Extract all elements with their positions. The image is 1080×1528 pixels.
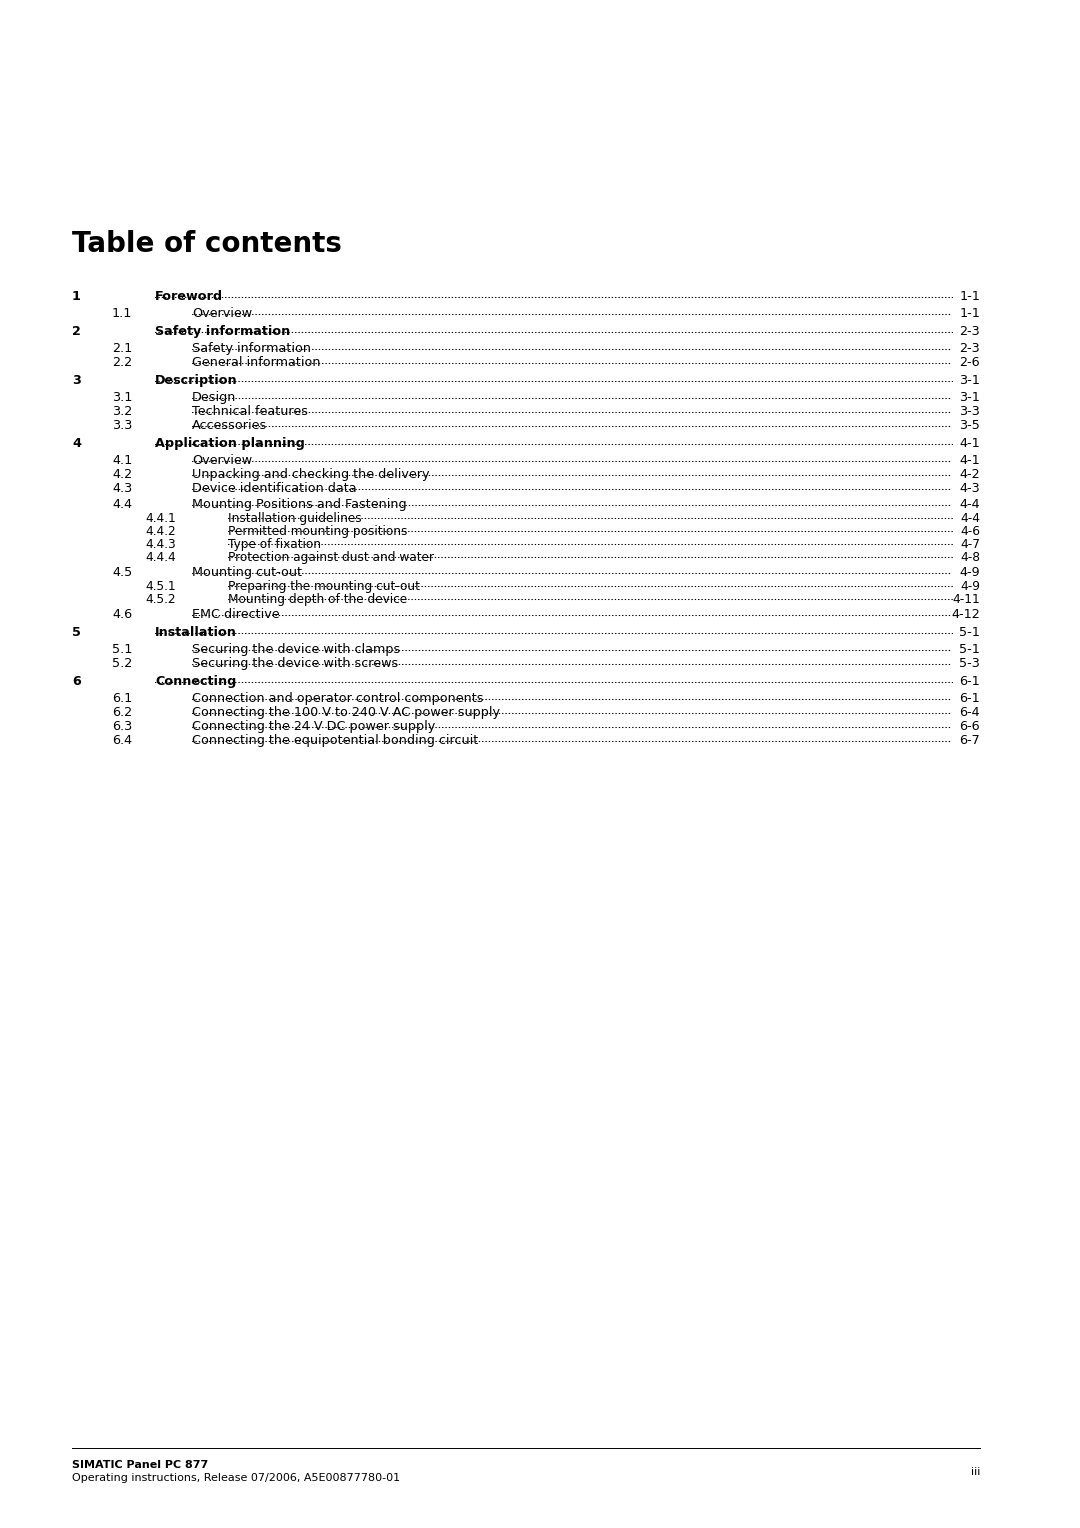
- Text: General information: General information: [192, 356, 321, 368]
- Text: EMC directive: EMC directive: [192, 608, 280, 620]
- Text: Installation guidelines: Installation guidelines: [228, 512, 362, 526]
- Text: 3.1: 3.1: [112, 391, 133, 403]
- Text: 4.4.3: 4.4.3: [145, 538, 176, 552]
- Text: Accessories: Accessories: [192, 419, 267, 432]
- Text: 4.4.2: 4.4.2: [145, 526, 176, 538]
- Text: 4.2: 4.2: [112, 468, 132, 481]
- Text: Table of contents: Table of contents: [72, 231, 342, 258]
- Text: 4-8: 4-8: [960, 552, 980, 564]
- Text: 1.1: 1.1: [112, 307, 133, 319]
- Text: 6-1: 6-1: [959, 692, 980, 704]
- Text: Application planning: Application planning: [156, 437, 305, 451]
- Text: 4-3: 4-3: [959, 481, 980, 495]
- Text: 4.1: 4.1: [112, 454, 132, 468]
- Text: 4.4.1: 4.4.1: [145, 512, 176, 526]
- Text: Description: Description: [156, 374, 238, 387]
- Text: 5-1: 5-1: [959, 643, 980, 656]
- Text: 5.2: 5.2: [112, 657, 132, 669]
- Text: 6-6: 6-6: [959, 720, 980, 733]
- Text: 4.6: 4.6: [112, 608, 132, 620]
- Text: Preparing the mounting cut-out: Preparing the mounting cut-out: [228, 581, 420, 593]
- Text: 3-3: 3-3: [959, 405, 980, 419]
- Text: Safety information: Safety information: [156, 325, 291, 338]
- Text: 4-4: 4-4: [959, 498, 980, 510]
- Text: 2-6: 2-6: [959, 356, 980, 368]
- Text: 5.1: 5.1: [112, 643, 133, 656]
- Text: Device identification data: Device identification data: [192, 481, 356, 495]
- Text: 3-1: 3-1: [959, 374, 980, 387]
- Text: 6-1: 6-1: [959, 675, 980, 688]
- Text: Connecting the equipotential bonding circuit: Connecting the equipotential bonding cir…: [192, 733, 478, 747]
- Text: Connecting the 100 V to 240 V AC power supply: Connecting the 100 V to 240 V AC power s…: [192, 706, 500, 720]
- Text: 2: 2: [72, 325, 81, 338]
- Text: 3: 3: [72, 374, 81, 387]
- Text: Connecting the 24 V DC power supply: Connecting the 24 V DC power supply: [192, 720, 435, 733]
- Text: 4-2: 4-2: [959, 468, 980, 481]
- Text: Type of fixation: Type of fixation: [228, 538, 321, 552]
- Text: iii: iii: [971, 1467, 980, 1478]
- Text: Operating instructions, Release 07/2006, A5E00877780-01: Operating instructions, Release 07/2006,…: [72, 1473, 400, 1484]
- Text: 4.5.1: 4.5.1: [145, 581, 176, 593]
- Text: 5-1: 5-1: [959, 626, 980, 639]
- Text: 4.3: 4.3: [112, 481, 132, 495]
- Text: Mounting Positions and Fastening: Mounting Positions and Fastening: [192, 498, 407, 510]
- Text: 4-9: 4-9: [960, 581, 980, 593]
- Text: 4-4: 4-4: [960, 512, 980, 526]
- Text: 2-3: 2-3: [959, 325, 980, 338]
- Text: Mounting depth of the device: Mounting depth of the device: [228, 593, 407, 607]
- Text: Foreword: Foreword: [156, 290, 224, 303]
- Text: SIMATIC Panel PC 877: SIMATIC Panel PC 877: [72, 1459, 208, 1470]
- Text: Protection against dust and water: Protection against dust and water: [228, 552, 434, 564]
- Text: Safety information: Safety information: [192, 342, 311, 354]
- Text: 6-4: 6-4: [959, 706, 980, 720]
- Text: 6.3: 6.3: [112, 720, 132, 733]
- Text: Technical features: Technical features: [192, 405, 308, 419]
- Text: Securing the device with screws: Securing the device with screws: [192, 657, 399, 669]
- Text: 3.2: 3.2: [112, 405, 132, 419]
- Text: 6: 6: [72, 675, 81, 688]
- Text: Installation: Installation: [156, 626, 237, 639]
- Text: Design: Design: [192, 391, 237, 403]
- Text: 4-9: 4-9: [959, 565, 980, 579]
- Text: Overview: Overview: [192, 454, 252, 468]
- Text: Unpacking and checking the delivery: Unpacking and checking the delivery: [192, 468, 430, 481]
- Text: Overview: Overview: [192, 307, 252, 319]
- Text: 4.4: 4.4: [112, 498, 132, 510]
- Text: 6.2: 6.2: [112, 706, 132, 720]
- Text: 5: 5: [72, 626, 81, 639]
- Text: 4-1: 4-1: [959, 454, 980, 468]
- Text: 6-7: 6-7: [959, 733, 980, 747]
- Text: 3-5: 3-5: [959, 419, 980, 432]
- Text: Permitted mounting positions: Permitted mounting positions: [228, 526, 407, 538]
- Text: Connecting: Connecting: [156, 675, 237, 688]
- Text: 6.4: 6.4: [112, 733, 132, 747]
- Text: Mounting cut-out: Mounting cut-out: [192, 565, 302, 579]
- Text: 4-7: 4-7: [960, 538, 980, 552]
- Text: 4-6: 4-6: [960, 526, 980, 538]
- Text: 4-12: 4-12: [951, 608, 980, 620]
- Text: 4-1: 4-1: [959, 437, 980, 451]
- Text: 4: 4: [72, 437, 81, 451]
- Text: 1-1: 1-1: [959, 307, 980, 319]
- Text: 1: 1: [72, 290, 81, 303]
- Text: 3.3: 3.3: [112, 419, 133, 432]
- Text: 4.5: 4.5: [112, 565, 132, 579]
- Text: 4.5.2: 4.5.2: [145, 593, 176, 607]
- Text: 4-11: 4-11: [953, 593, 980, 607]
- Text: 2.2: 2.2: [112, 356, 132, 368]
- Text: 4.4.4: 4.4.4: [145, 552, 176, 564]
- Text: 2-3: 2-3: [959, 342, 980, 354]
- Text: 1-1: 1-1: [959, 290, 980, 303]
- Text: 5-3: 5-3: [959, 657, 980, 669]
- Text: 6.1: 6.1: [112, 692, 132, 704]
- Text: 2.1: 2.1: [112, 342, 132, 354]
- Text: 3-1: 3-1: [959, 391, 980, 403]
- Text: Connection and operator control components: Connection and operator control componen…: [192, 692, 484, 704]
- Text: Securing the device with clamps: Securing the device with clamps: [192, 643, 401, 656]
